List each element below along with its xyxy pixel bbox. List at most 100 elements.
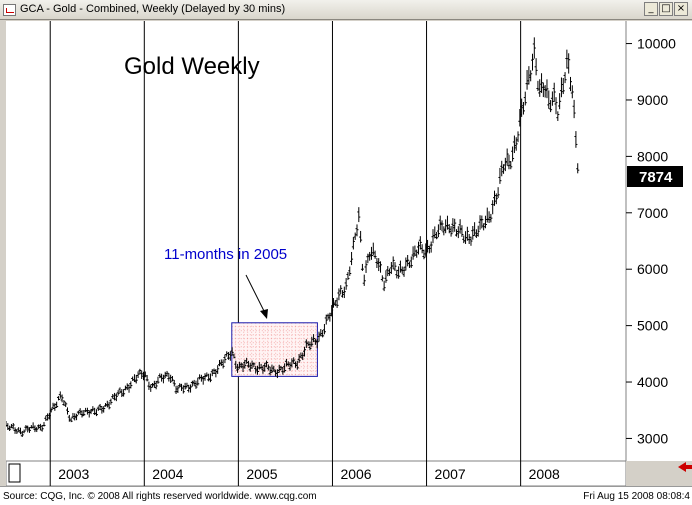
ohlc-bar bbox=[357, 207, 361, 223]
ohlc-bar bbox=[277, 364, 281, 373]
scroll-left-arrow-icon[interactable] bbox=[678, 462, 692, 472]
window-title: GCA - Gold - Combined, Weekly (Delayed b… bbox=[20, 3, 286, 15]
ohlc-bar bbox=[13, 427, 17, 434]
ohlc-bar bbox=[498, 167, 502, 184]
ohlc-bar bbox=[62, 400, 66, 406]
ohlc-bar bbox=[319, 329, 323, 336]
ohlc-bar bbox=[203, 373, 207, 381]
ohlc-bar bbox=[190, 380, 194, 387]
ohlc-bar bbox=[313, 338, 317, 345]
ohlc-bar bbox=[210, 369, 214, 377]
ohlc-bar bbox=[89, 408, 93, 415]
ohlc-bar bbox=[547, 90, 551, 109]
ohlc-bar bbox=[563, 72, 567, 84]
y-tick-label: 3000 bbox=[637, 430, 668, 446]
ohlc-bar bbox=[451, 218, 455, 233]
ohlc-bar bbox=[94, 409, 98, 417]
ohlc-bar bbox=[393, 262, 397, 272]
ohlc-bar bbox=[409, 256, 413, 268]
ohlc-bar bbox=[310, 336, 314, 347]
status-bar: Source: CQG, Inc. © 2008 All rights rese… bbox=[0, 486, 692, 505]
ohlc-bar bbox=[243, 359, 247, 369]
ohlc-bar bbox=[49, 408, 53, 413]
ohlc-bar bbox=[502, 164, 506, 174]
ohlc-bar bbox=[245, 357, 249, 364]
ohlc-bar bbox=[38, 423, 42, 431]
ohlc-bar bbox=[125, 383, 129, 391]
close-button[interactable]: × bbox=[674, 2, 688, 16]
ohlc-bar bbox=[386, 266, 390, 277]
ohlc-bar bbox=[158, 373, 162, 379]
ohlc-bar bbox=[538, 79, 542, 97]
ohlc-bar bbox=[511, 146, 515, 162]
ohlc-bar bbox=[350, 251, 354, 266]
y-tick-label: 10000 bbox=[637, 36, 676, 52]
plot-background bbox=[6, 21, 626, 461]
ohlc-bar bbox=[540, 73, 544, 93]
ohlc-bar bbox=[297, 354, 301, 363]
highlight-box-fill bbox=[231, 322, 318, 377]
chart-app-icon bbox=[3, 4, 16, 16]
ohlc-bar bbox=[82, 409, 86, 416]
ohlc-bar bbox=[228, 351, 232, 361]
ohlc-bar bbox=[532, 37, 536, 59]
ohlc-bar bbox=[507, 154, 511, 170]
ohlc-bar bbox=[377, 258, 381, 272]
ohlc-bar bbox=[105, 400, 109, 408]
window-controls: _ □ × bbox=[644, 2, 688, 16]
ohlc-bar bbox=[151, 383, 155, 388]
ohlc-bar bbox=[380, 275, 384, 282]
ohlc-bar bbox=[163, 371, 167, 379]
ohlc-bar bbox=[400, 266, 404, 274]
annotation-arrow-line bbox=[245, 274, 266, 314]
ohlc-bar bbox=[489, 213, 493, 223]
ohlc-bar bbox=[109, 398, 113, 405]
ohlc-bar bbox=[306, 341, 310, 347]
ohlc-bar bbox=[9, 423, 13, 429]
ohlc-bar bbox=[536, 80, 540, 92]
scroll-handle[interactable] bbox=[8, 463, 21, 483]
ohlc-bar bbox=[73, 413, 77, 421]
ohlc-bar bbox=[523, 91, 527, 106]
ohlc-bar bbox=[509, 161, 513, 170]
ohlc-bar bbox=[559, 77, 563, 98]
ohlc-bar bbox=[47, 412, 51, 420]
ohlc-bar bbox=[194, 380, 198, 389]
ohlc-bar bbox=[31, 422, 35, 429]
ohlc-bar bbox=[44, 415, 48, 421]
x-tick-label: 2007 bbox=[435, 466, 466, 482]
ohlc-bar bbox=[406, 254, 410, 267]
ohlc-bar bbox=[236, 363, 240, 373]
x-tick-label: 2003 bbox=[58, 466, 89, 482]
ohlc-bar bbox=[467, 233, 471, 245]
ohlc-bar bbox=[64, 402, 68, 408]
ohlc-bar bbox=[339, 285, 343, 295]
ohlc-bar bbox=[100, 406, 104, 414]
minimize-button[interactable]: _ bbox=[644, 2, 658, 16]
maximize-button[interactable]: □ bbox=[659, 2, 673, 16]
ohlc-bar bbox=[246, 360, 250, 368]
ohlc-bar bbox=[375, 258, 379, 268]
ohlc-bar bbox=[388, 268, 392, 276]
ohlc-bar bbox=[398, 260, 402, 273]
ohlc-bar bbox=[192, 379, 196, 386]
ohlc-bar bbox=[360, 263, 364, 271]
ohlc-bar bbox=[543, 85, 547, 98]
x-tick-label: 2005 bbox=[246, 466, 277, 482]
ohlc-bar bbox=[283, 363, 287, 373]
ohlc-bar bbox=[445, 215, 449, 230]
ohlc-bar bbox=[402, 266, 406, 277]
ohlc-bar bbox=[51, 402, 55, 410]
ohlc-bar bbox=[281, 366, 285, 375]
x-tick-label: 2004 bbox=[152, 466, 183, 482]
ohlc-bar bbox=[529, 70, 533, 82]
ohlc-bar bbox=[261, 365, 265, 374]
ohlc-bar bbox=[46, 413, 50, 421]
ohlc-bar bbox=[534, 58, 538, 76]
ohlc-bar bbox=[552, 82, 556, 103]
source-credit: Source: CQG, Inc. © 2008 All rights rese… bbox=[3, 491, 317, 502]
ohlc-bar bbox=[312, 334, 316, 343]
ohlc-bar bbox=[520, 98, 524, 117]
ohlc-bar bbox=[69, 417, 73, 423]
ohlc-bar bbox=[111, 394, 115, 399]
